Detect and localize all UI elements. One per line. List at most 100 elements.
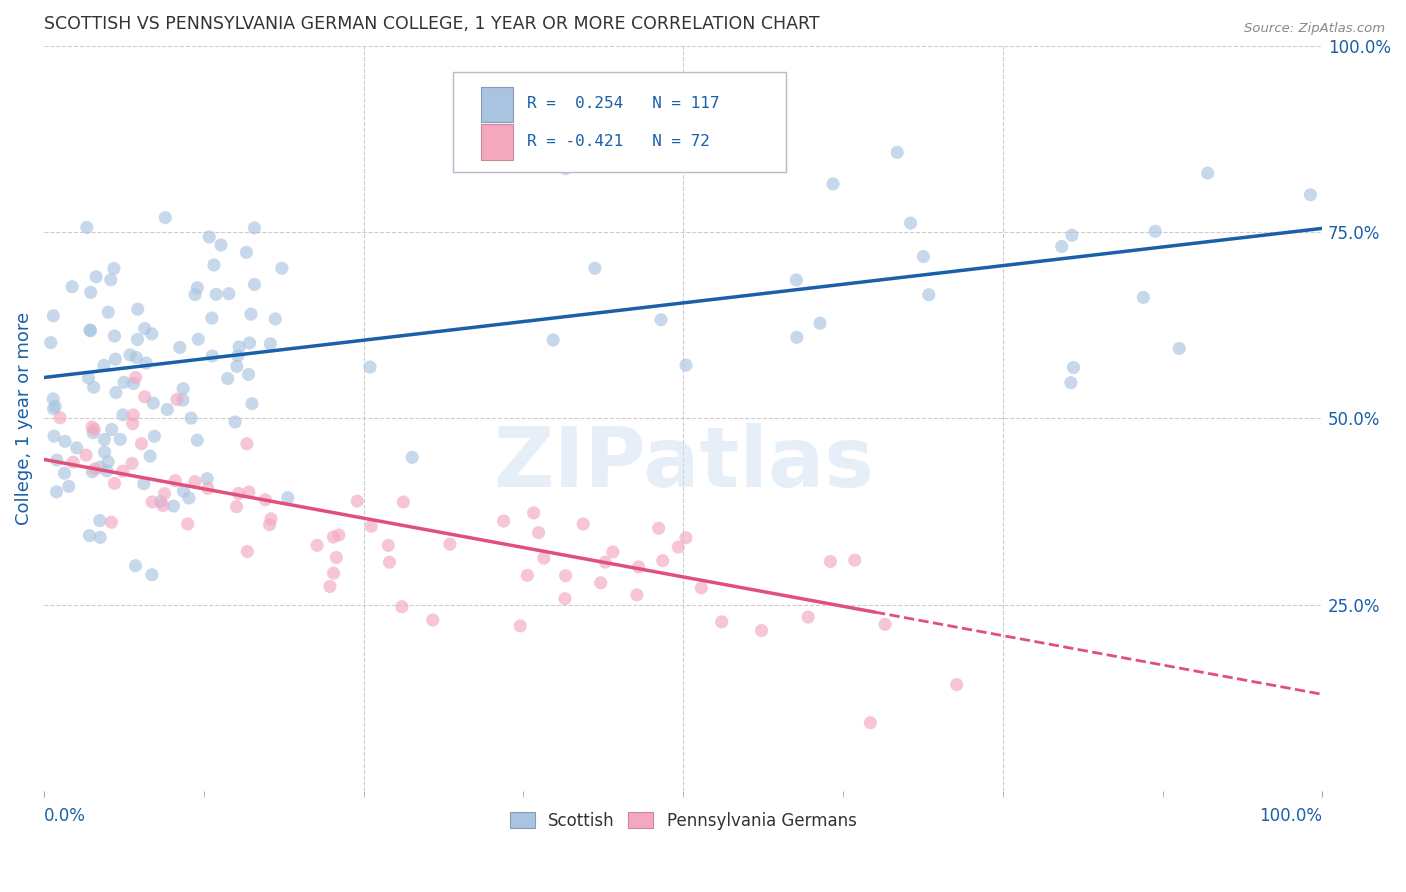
Point (83, 380, 105, 394)
Point (401, 450, 423, 465)
Point (583, 261, 606, 276)
Point (89, 514, 111, 528)
Point (523, 506, 546, 520)
Point (439, 537, 461, 551)
Point (751, 624, 773, 638)
Point (260, 512, 283, 526)
Point (75, 448, 97, 462)
Point (844, 553, 866, 567)
Point (626, 588, 648, 602)
Point (225, 500, 247, 514)
Point (103, 476, 125, 491)
Point (42, 392, 65, 406)
Point (172, 382, 194, 396)
Point (236, 544, 259, 558)
Point (492, 514, 515, 528)
Point (42, 401, 65, 416)
Point (180, 411, 202, 425)
Point (79, 285, 101, 300)
Point (42, 309, 65, 323)
Point (225, 359, 247, 374)
Point (141, 495, 163, 509)
Point (42, 429, 65, 443)
Point (100, 423, 122, 437)
Point (186, 281, 208, 295)
Point (1050, 239, 1073, 253)
Point (110, 433, 132, 447)
Point (1063, 360, 1085, 375)
Point (808, 316, 831, 330)
Point (226, 349, 249, 363)
Point (873, 617, 896, 632)
Point (554, 591, 576, 606)
Point (228, 486, 250, 500)
Point (44, 400, 66, 414)
Point (49, 410, 72, 425)
Point (1197, 166, 1219, 180)
Point (359, 359, 381, 374)
Point (886, 145, 908, 160)
Point (45, 453, 67, 467)
Point (134, 390, 156, 404)
Point (152, 499, 174, 513)
Point (243, 277, 266, 292)
Point (785, 273, 807, 287)
Text: SCOTTISH VS PENNSYLVANIA GERMAN COLLEGE, 1 YEAR OR MORE CORRELATION CHART: SCOTTISH VS PENNSYLVANIA GERMAN COLLEGE,… (44, 15, 820, 33)
Point (77, 371, 100, 385)
Point (859, 715, 882, 730)
Point (122, 376, 145, 391)
Point (198, 230, 221, 244)
Point (236, 436, 259, 450)
Point (527, 525, 550, 540)
Point (209, 238, 232, 252)
Point (516, 568, 538, 582)
Point (675, 531, 697, 545)
Point (554, 568, 576, 582)
Point (322, 566, 344, 581)
Text: Source: ZipAtlas.com: Source: ZipAtlas.com (1244, 22, 1385, 36)
Point (60, 279, 83, 293)
Point (918, 287, 941, 301)
Point (243, 221, 266, 235)
Point (650, 312, 672, 326)
Point (155, 211, 177, 225)
Point (118, 348, 141, 362)
Point (627, 560, 650, 574)
FancyBboxPatch shape (453, 71, 786, 172)
Point (509, 619, 531, 633)
Point (58, 479, 80, 493)
Point (1299, 187, 1322, 202)
Bar (481, 87, 513, 122)
Point (103, 329, 125, 343)
Point (797, 610, 820, 624)
Point (104, 352, 127, 367)
Point (533, 551, 555, 566)
Point (823, 177, 845, 191)
Point (166, 392, 188, 407)
Point (103, 261, 125, 276)
Point (100, 273, 122, 287)
Point (238, 335, 260, 350)
Text: 100.0%: 100.0% (1260, 807, 1323, 825)
Point (142, 396, 165, 410)
Point (690, 581, 713, 595)
Point (259, 336, 281, 351)
Point (97, 305, 120, 319)
Point (156, 402, 179, 417)
Point (84, 462, 107, 476)
Point (132, 476, 155, 491)
Point (201, 349, 224, 363)
Point (224, 415, 246, 429)
Point (254, 492, 277, 507)
Point (82, 425, 104, 440)
Point (125, 351, 148, 365)
Point (197, 482, 219, 496)
Point (79, 323, 101, 337)
Point (264, 312, 287, 326)
Text: 0.0%: 0.0% (44, 807, 86, 825)
Point (820, 554, 842, 568)
Point (593, 555, 616, 569)
Point (66, 441, 89, 455)
Point (259, 517, 281, 532)
Point (218, 286, 240, 301)
